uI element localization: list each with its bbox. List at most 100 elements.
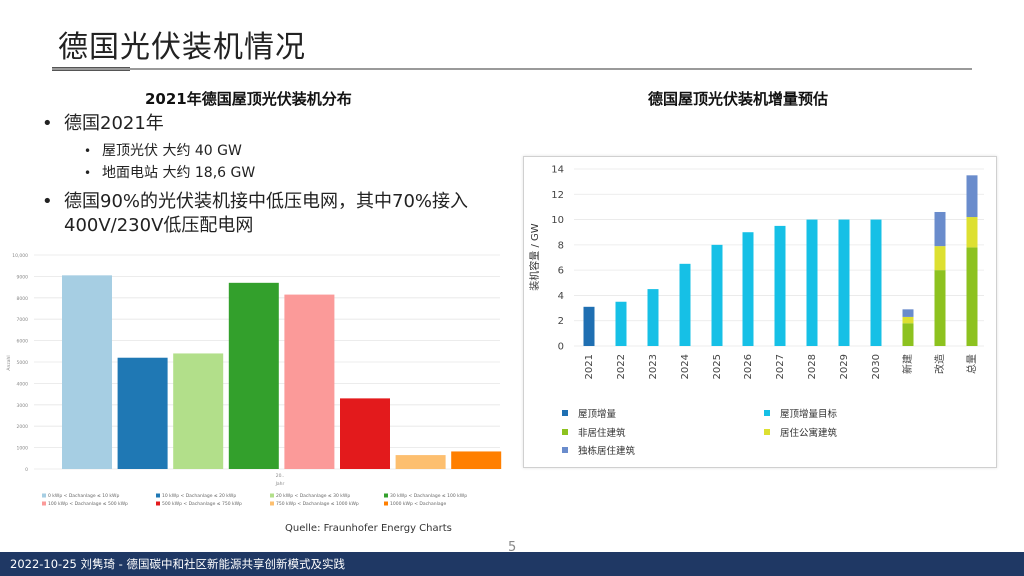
y-axis-label: 装机容量 / GW bbox=[528, 223, 541, 290]
legend-label: 20 kWp < Dachanlage ≤ 30 kWp bbox=[276, 493, 350, 499]
slide-title: 德国光伏装机情况 bbox=[58, 30, 306, 65]
legend-swatch bbox=[562, 447, 568, 453]
x-tick-label: 2028 bbox=[807, 354, 818, 379]
legend-label: 独栋居住建筑 bbox=[578, 445, 636, 457]
y-tick-label: 8 bbox=[558, 240, 564, 251]
bar bbox=[173, 353, 224, 469]
x-tick-label: 2030 bbox=[871, 354, 882, 379]
y-tick-label: 4 bbox=[558, 291, 564, 302]
bullet-text: 德国2021年 bbox=[64, 113, 164, 134]
footer-text: 2022-10-25 刘隽琦 - 德国碳中和社区新能源共享创新模式及实践 bbox=[10, 557, 345, 571]
x-tick-label: 20.. bbox=[276, 473, 285, 479]
legend-swatch bbox=[42, 493, 46, 498]
y-tick-label: 2 bbox=[558, 316, 564, 327]
legend-label: 居住公寓建筑 bbox=[780, 427, 838, 439]
bullet-item: • 德国90%的光伏装机接中低压电网，其中70%接入400V/230V低压配电网 bbox=[42, 190, 524, 238]
legend-label: 100 kWp < Dachanlage ≤ 500 kWp bbox=[48, 501, 128, 507]
legend-label: 1000 kWp < Dachanlage bbox=[390, 501, 446, 507]
legend-swatch bbox=[764, 429, 770, 435]
legend-swatch bbox=[562, 410, 568, 416]
bullet-marker: • bbox=[42, 113, 53, 134]
legend-swatch bbox=[384, 501, 388, 506]
x-tick-label: 2029 bbox=[839, 354, 850, 379]
rooftop-pv-forecast-chart: 0 2 4 6 8 10 12 14 装机容量 / GW 2021 2022 2023 2024 2025… bbox=[528, 165, 984, 457]
bar-segment bbox=[966, 217, 978, 248]
legend-label: 30 kWp < Dachanlage ≤ 100 kWp bbox=[390, 493, 467, 499]
bar bbox=[62, 275, 112, 469]
x-tick-label: 改造 bbox=[933, 354, 946, 374]
sub-bullet-text: 屋顶光伏 大约 40 GW bbox=[102, 143, 242, 159]
right-chart-heading: 德国屋顶光伏装机增量预估 bbox=[648, 90, 829, 108]
y-tick-label: 6000 bbox=[17, 339, 29, 345]
x-tick-label: 2025 bbox=[712, 354, 723, 379]
legend-label: 500 kWp < Dachanlage ≤ 750 kWp bbox=[162, 501, 242, 507]
bullet-item: • 德国2021年 bbox=[42, 112, 512, 136]
sub-bullet-text: 地面电站 大约 18,6 GW bbox=[102, 165, 256, 181]
bar-segment bbox=[838, 219, 850, 346]
bar-segment bbox=[647, 289, 659, 346]
y-tick-label: 5000 bbox=[17, 360, 29, 366]
legend-label: 0 kWp < Dachanlage ≤ 10 kWp bbox=[48, 493, 119, 499]
sub-bullet-marker: • bbox=[84, 144, 92, 158]
sub-bullet-item: • 屋顶光伏 大约 40 GW bbox=[42, 140, 512, 162]
bar bbox=[395, 455, 446, 469]
forecast-chart-panel: 0 2 4 6 8 10 12 14 装机容量 / GW 2021 2022 2023 2024 2025… bbox=[523, 156, 997, 468]
bar-segment bbox=[934, 246, 946, 271]
y-tick-label: 7000 bbox=[17, 317, 29, 323]
chart-source: Quelle: Fraunhofer Energy Charts bbox=[285, 523, 452, 534]
y-tick-label: 0 bbox=[25, 467, 28, 473]
x-axis-label: Jahr bbox=[275, 481, 285, 487]
legend-label: 屋顶增量 bbox=[578, 408, 617, 420]
bar-segment bbox=[934, 270, 946, 346]
y-tick-label: 10 bbox=[551, 215, 564, 226]
y-tick-label: 0 bbox=[558, 342, 564, 353]
y-tick-label: 4000 bbox=[17, 381, 29, 387]
bar bbox=[284, 294, 335, 469]
rooftop-pv-distribution-chart: 0 1000 2000 3000 4000 5000 6000 7000 8000 9000 10,… bbox=[6, 253, 502, 507]
left-chart-heading: 2021年德国屋顶光伏装机分布 bbox=[145, 90, 352, 108]
sub-bullet-marker: • bbox=[84, 166, 92, 180]
bar-segment bbox=[774, 225, 786, 346]
bar-segment bbox=[806, 219, 818, 346]
legend-label: 屋顶增量目标 bbox=[780, 408, 838, 420]
bar-segment bbox=[902, 309, 914, 317]
bar-segment bbox=[966, 175, 978, 218]
title-underline bbox=[52, 68, 972, 70]
legend-swatch bbox=[384, 493, 388, 498]
page-number-box bbox=[476, 536, 546, 554]
legend-label: 非居住建筑 bbox=[578, 427, 626, 439]
bar-segment bbox=[966, 247, 978, 346]
x-tick-label: 2021 bbox=[584, 354, 595, 379]
bar-segment bbox=[583, 306, 595, 346]
y-tick-label: 9000 bbox=[17, 274, 29, 280]
x-tick-label: 2024 bbox=[680, 354, 691, 379]
y-tick-label: 14 bbox=[551, 165, 564, 176]
legend-swatch bbox=[270, 501, 274, 506]
y-tick-label: 2000 bbox=[17, 424, 29, 430]
x-tick-label: 总量 bbox=[965, 354, 978, 374]
legend-swatch bbox=[562, 429, 568, 435]
legend-label: 10 kWp < Dachanlage ≤ 20 kWp bbox=[162, 493, 236, 499]
legend-swatch bbox=[156, 501, 160, 506]
y-tick-label: 8000 bbox=[17, 296, 29, 302]
bar-segment bbox=[742, 232, 754, 346]
bar bbox=[228, 282, 279, 469]
footer-bar: 2022-10-25 刘隽琦 - 德国碳中和社区新能源共享创新模式及实践 bbox=[0, 552, 1024, 576]
legend-swatch bbox=[270, 493, 274, 498]
x-tick-label: 2027 bbox=[775, 354, 786, 379]
legend-swatch bbox=[156, 493, 160, 498]
x-tick-label: 2022 bbox=[616, 354, 627, 379]
bar-segment bbox=[934, 211, 946, 247]
y-top-label: 10,000 bbox=[12, 253, 28, 259]
y-tick-label: 1000 bbox=[17, 446, 29, 452]
bar-segment bbox=[902, 316, 914, 324]
y-tick-label: 12 bbox=[551, 190, 564, 201]
x-tick-label: 新建 bbox=[901, 354, 914, 374]
bar-segment bbox=[870, 219, 882, 346]
y-tick-label: 6 bbox=[558, 266, 564, 277]
y-tick-label: 3000 bbox=[17, 403, 29, 409]
bar-segment bbox=[711, 244, 723, 346]
x-tick-label: 2023 bbox=[648, 354, 659, 379]
page-number: 5 bbox=[508, 540, 517, 555]
bar-segment bbox=[615, 301, 627, 346]
